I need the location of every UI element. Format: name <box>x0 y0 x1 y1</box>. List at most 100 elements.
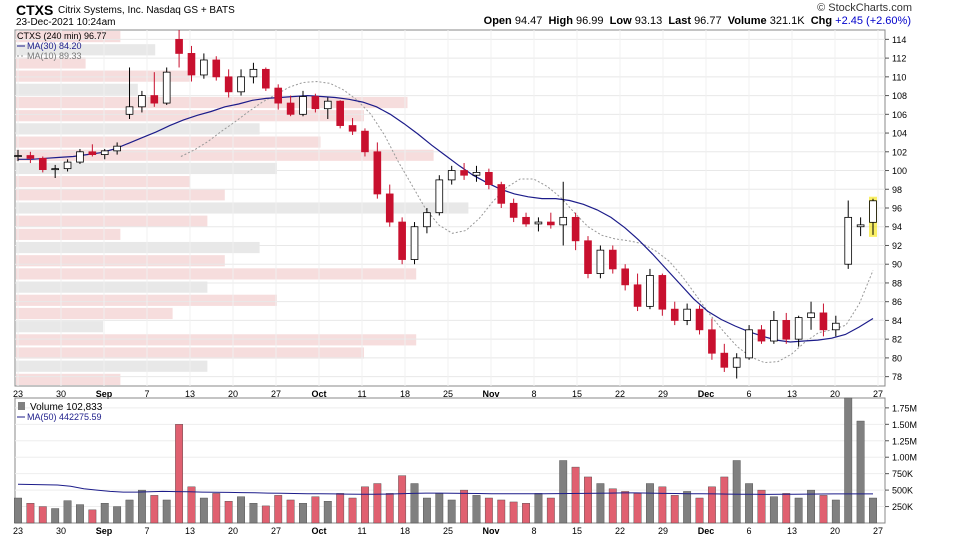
candle-body <box>336 100 344 126</box>
volume-panel: 23 30 Sep 7 13 20 27 Oct 11 18 25 Nov 8 15 22 29 Dec 6 13 2… <box>13 397 917 536</box>
open-label: Open <box>483 15 512 27</box>
price-tick-label: 102 <box>892 147 907 157</box>
candle-body <box>200 59 208 76</box>
volume-bar <box>26 503 35 524</box>
volume-bar <box>100 503 109 524</box>
volume-bar <box>546 497 555 524</box>
volume-tick-label: 1.00M <box>892 453 917 463</box>
volume-bar <box>261 505 270 524</box>
volume-by-price-bar <box>16 96 408 109</box>
candle-body <box>249 68 258 78</box>
volume-bar <box>807 489 815 524</box>
volume-bar <box>472 495 481 524</box>
company-name: Citrix Systems, Inc. Nasdaq GS + BATS <box>58 5 235 16</box>
candle-body <box>212 59 221 78</box>
candle-body <box>237 76 245 93</box>
high-label: High <box>548 15 573 27</box>
x-tick-label-volume: 13 <box>185 526 195 536</box>
candle-body <box>485 171 493 185</box>
volume-bar <box>162 499 171 524</box>
volume-bar <box>199 497 208 524</box>
volume-bar <box>51 508 60 524</box>
candle-body <box>509 202 518 218</box>
volume-bar <box>559 460 568 524</box>
x-tick-label-volume: 22 <box>615 526 625 536</box>
candle-body <box>63 161 72 170</box>
candle-body <box>608 249 617 270</box>
volume-ma-line <box>17 483 873 495</box>
volume-bar <box>633 493 642 524</box>
candle-body <box>274 87 283 104</box>
x-tick-label-price: Nov <box>482 389 499 399</box>
price-tick-label: 94 <box>892 222 902 232</box>
volume-bar <box>571 466 580 524</box>
volume-bar <box>522 503 530 524</box>
volume-bar <box>670 495 679 524</box>
price-tick-label: 84 <box>892 316 902 326</box>
volume-bar <box>348 497 357 524</box>
volume-bar <box>596 483 605 524</box>
volume-bar <box>658 486 667 524</box>
volume-bar <box>299 503 307 524</box>
candle-body <box>695 308 704 331</box>
volume-bar <box>869 497 877 524</box>
volume-bar <box>844 397 853 524</box>
legend-price: CTXS (240 min) 96.77 <box>17 31 107 41</box>
x-tick-label-price: 20 <box>228 389 238 399</box>
volume-by-price-bar <box>16 44 156 56</box>
x-tick-label-volume: 6 <box>746 526 751 536</box>
symbol-title: CTXS <box>16 2 54 18</box>
volume-by-price-bar <box>16 31 121 43</box>
price-tick-label: 90 <box>892 260 902 270</box>
x-tick-label-price: Dec <box>698 389 715 399</box>
volume-bar <box>237 496 245 524</box>
legend-volume-swatch <box>18 402 25 410</box>
volume-bar <box>683 491 692 524</box>
volume-bar <box>373 483 382 524</box>
volume-value: 321.1K <box>769 15 805 27</box>
volume-bar <box>534 493 543 524</box>
volume-bar <box>274 495 283 524</box>
x-tick-label-price: 27 <box>271 389 281 399</box>
price-tick-label: 106 <box>892 110 907 120</box>
volume-bar <box>385 493 394 524</box>
candle-body <box>732 357 741 368</box>
x-tick-label-volume: Sep <box>96 526 113 536</box>
volume-bar <box>175 424 184 524</box>
volume-tick-label: 1.50M <box>892 420 917 430</box>
candle-body <box>844 216 853 265</box>
price-tick-label: 104 <box>892 129 907 139</box>
candle-body <box>571 216 580 242</box>
volume-by-price-bar <box>16 281 208 293</box>
x-tick-label-price: 22 <box>615 389 625 399</box>
brand-watermark: © StockCharts.com <box>817 2 912 14</box>
candle-body <box>596 249 605 274</box>
volume-bar <box>88 509 97 524</box>
candle-body <box>38 157 47 170</box>
ma30-line <box>18 94 874 343</box>
x-tick-label-volume: Oct <box>311 526 326 536</box>
x-tick-label-volume: Nov <box>482 526 499 536</box>
candle-body <box>720 352 729 368</box>
volume-bar <box>831 499 840 524</box>
price-tick-label: 80 <box>892 353 902 363</box>
candle-body <box>88 151 97 156</box>
candle-body <box>782 320 791 340</box>
volume-bar <box>361 486 369 524</box>
volume-bar <box>769 496 778 524</box>
last-value: 96.77 <box>694 15 722 27</box>
volume-bar <box>212 493 221 524</box>
candle-body <box>348 125 357 132</box>
candle-body <box>175 38 183 54</box>
x-tick-label-price: 23 <box>13 389 23 399</box>
candle-body <box>832 322 840 331</box>
volume-bar <box>757 489 766 524</box>
candle-body <box>497 184 506 204</box>
volume-bar <box>410 483 419 524</box>
candle-body <box>559 216 568 226</box>
price-tick-label: 82 <box>892 335 902 345</box>
last-label: Last <box>668 15 691 27</box>
x-tick-label-volume: Dec <box>698 526 715 536</box>
volume-bar <box>782 493 791 524</box>
